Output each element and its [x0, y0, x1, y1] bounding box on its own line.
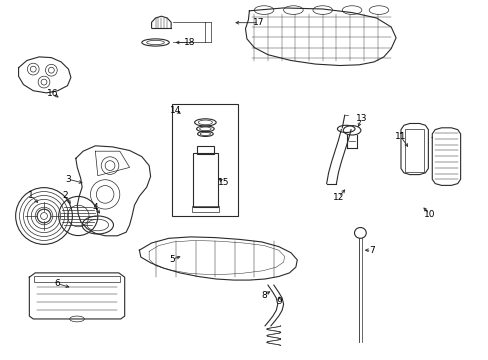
- Text: 11: 11: [394, 132, 406, 141]
- Text: 15: 15: [218, 179, 229, 188]
- Text: 3: 3: [65, 175, 71, 184]
- Bar: [404, 129, 424, 172]
- Text: 13: 13: [355, 114, 367, 123]
- Text: 16: 16: [47, 89, 59, 98]
- Text: 8: 8: [261, 291, 266, 300]
- Text: 4: 4: [92, 202, 98, 211]
- Bar: [191, 206, 219, 212]
- Text: 9: 9: [276, 297, 282, 306]
- Text: 18: 18: [183, 38, 195, 47]
- Text: 17: 17: [253, 18, 264, 27]
- Text: 14: 14: [170, 107, 182, 116]
- Bar: [193, 153, 217, 207]
- Bar: [34, 276, 120, 282]
- Text: 10: 10: [423, 210, 434, 219]
- Text: 7: 7: [368, 246, 374, 255]
- Text: 2: 2: [62, 191, 68, 200]
- Bar: [172, 104, 238, 216]
- Bar: [196, 146, 214, 154]
- Text: 5: 5: [169, 255, 175, 264]
- Text: 1: 1: [28, 191, 34, 200]
- Text: 12: 12: [332, 193, 344, 202]
- Text: 6: 6: [55, 279, 61, 288]
